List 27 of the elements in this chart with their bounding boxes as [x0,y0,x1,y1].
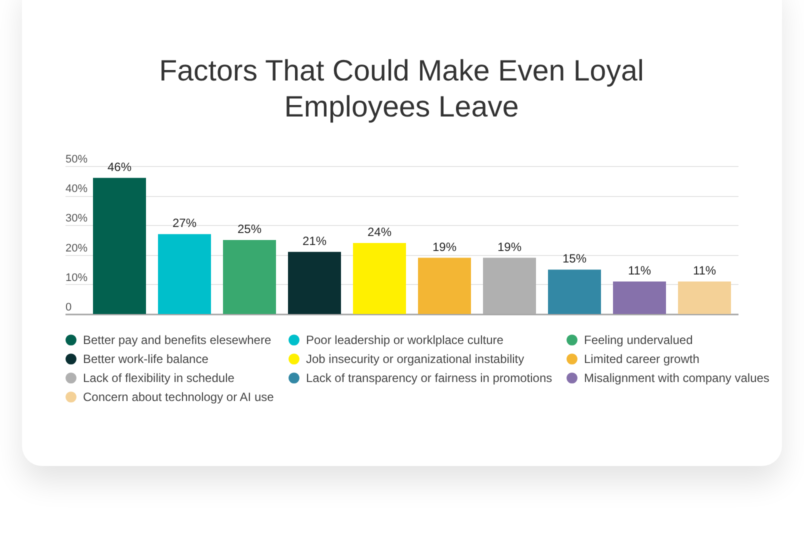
legend-label: Better pay and benefits elesewhere [83,333,272,347]
y-tick-label: 0 [66,302,72,314]
legend-label: Lack of flexibility in schedule [83,371,235,385]
data-label: 21% [302,234,327,248]
legend-label: Feeling undervalued [584,333,693,347]
chart-title: Factors That Could Make Even Loyal Employees Leave [159,54,644,124]
y-tick-label: 30% [66,212,88,225]
legend-label: Misalignment with company values [584,371,770,385]
data-label: 27% [172,216,197,230]
y-tick-label: 10% [66,272,88,284]
legend-label: Concern about technology or AI use [83,390,274,404]
data-label: 11% [628,263,652,278]
data-label: 46% [107,160,132,174]
legend-label: Job insecurity or organizational instability [306,352,524,366]
data-label: 19% [497,240,522,254]
data-label: 11% [692,263,716,278]
y-tick-label: 20% [66,242,88,254]
data-label: 25% [237,222,262,236]
legend-label: Better work-life balance [83,352,209,366]
legend-label: Poor leadership or worklplace culture [306,333,504,347]
data-label: 15% [562,252,587,266]
data-label: 24% [367,224,392,239]
y-tick-label: 40% [66,183,88,196]
legend-label: Lack of transparency or fairness in promotions [306,371,552,385]
y-tick-label: 50% [66,154,88,166]
legend-label: Limited career growth [584,352,700,366]
data-label: 19% [432,240,457,254]
